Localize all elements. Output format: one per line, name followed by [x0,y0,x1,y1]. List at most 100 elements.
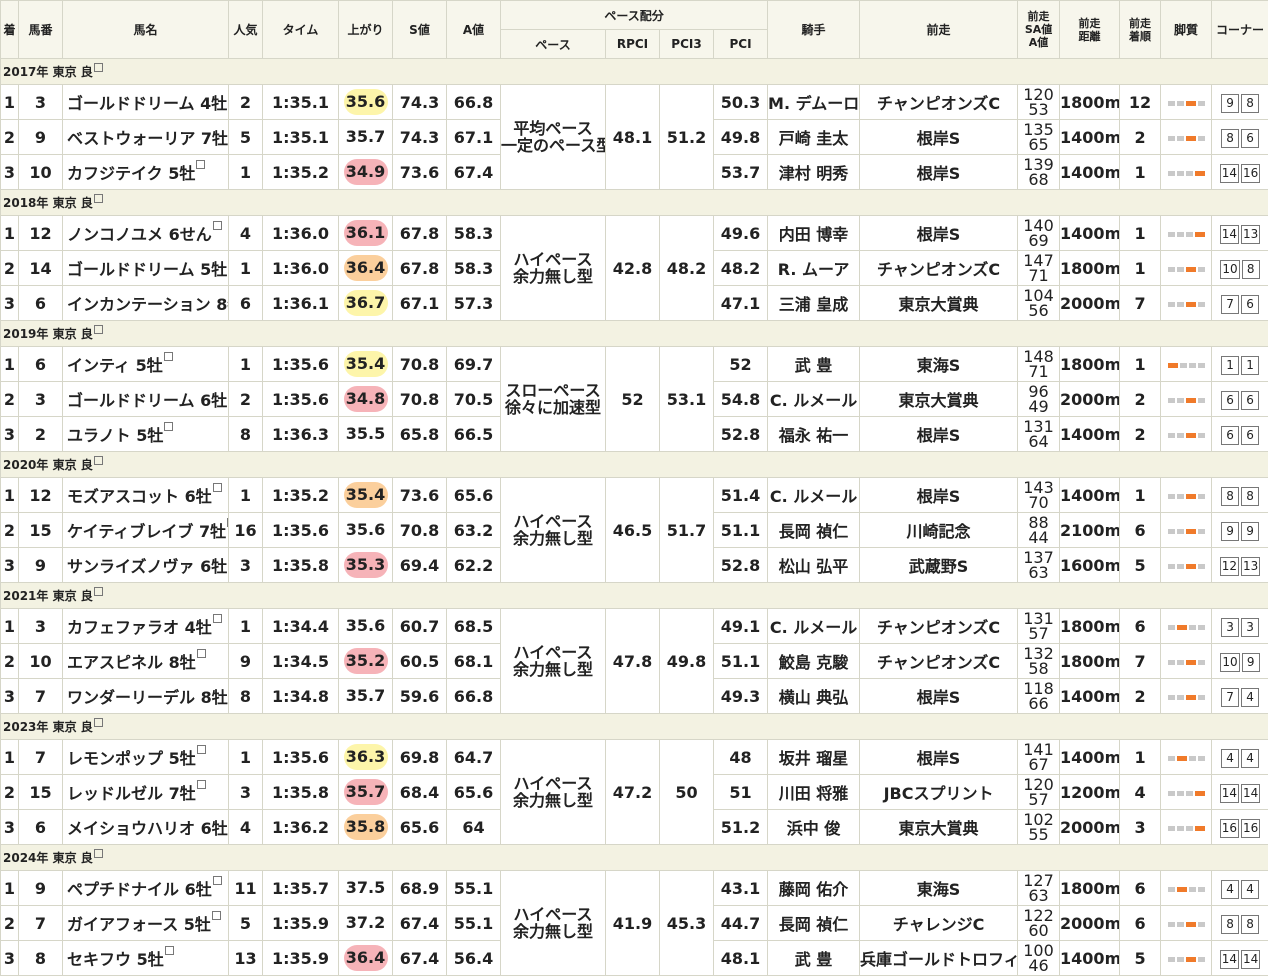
prev-sa: 100 [1023,941,1054,960]
style-slot [1176,100,1184,106]
prev-distance: 1400m [1059,940,1121,976]
horse-name: モズアスコット 6牡 [62,477,229,513]
s-value: 70.8 [392,381,447,417]
a-value: 55.1 [446,870,501,906]
a-value: 55.1 [446,905,501,941]
corner-position: 6 [1241,128,1260,148]
running-style [1160,547,1213,583]
prev-sa-a: 131 64 [1017,416,1061,452]
prev-race: 東海S [859,870,1019,906]
pci: 49.3 [712,678,769,714]
a-value: 67.4 [446,154,501,190]
popularity: 4 [228,809,263,845]
header-cell: RPCI [605,29,660,59]
style-marker [1185,694,1196,700]
horse-number: 7 [18,905,63,941]
a-value: 57.3 [446,285,501,321]
prev-finish: 4 [1119,774,1162,810]
pci: 47.1 [712,285,769,321]
last-3f-value: 36.7 [343,290,388,316]
style-slot [1176,563,1184,569]
header-cell: ペース [500,29,606,59]
style-slot [1176,231,1184,237]
time: 1:35.6 [262,346,339,382]
style-slot [1197,886,1205,892]
header-line: ハイペース [513,250,593,269]
pci: 51 [712,774,769,810]
s-value: 67.8 [392,250,447,286]
style-slot [1197,432,1205,438]
time: 1:35.1 [262,119,339,155]
style-slot [1179,362,1187,368]
last-3f: 35.6 [338,608,393,644]
prev-sa-a: 137 63 [1017,547,1061,583]
link-icon [212,483,222,492]
horse-name: ゴールドドリーム 4牡 [62,84,229,120]
corner-position: 16 [1241,818,1261,838]
prev-finish: 1 [1119,477,1162,513]
pace-type: ハイペース 余力無し型 [500,870,606,976]
horse-number: 9 [18,547,63,583]
last-3f-value: 37.5 [345,878,386,897]
jockey: 藤岡 佑介 [767,870,861,906]
pci: 51.1 [712,512,769,548]
finish: 3 [0,809,19,845]
corners: 14 14 [1211,940,1268,976]
result-row: 1 12 ノンコノユメ 6せん 4 1:36.0 36.1 67.8 58.3 ハイペース 余力無… [0,215,1268,321]
style-slot [1197,135,1205,141]
prev-sa-a: 132 58 [1017,643,1061,679]
result-row: 2 15 ケイティブレイブ 7牡 16 1:35.6 35.6 70.8 63.2 51.1 長岡… [0,512,1268,548]
s-value: 74.3 [392,119,447,155]
time: 1:35.8 [262,547,339,583]
popularity: 3 [228,547,263,583]
running-style [1160,940,1213,976]
style-marker [1185,432,1196,438]
style-marker [1185,528,1196,534]
prev-finish: 5 [1119,940,1162,976]
prev-race: チャンピオンズC [859,84,1019,120]
jockey: C. ルメール [767,477,861,513]
prev-sa: 131 [1023,609,1054,628]
result-row: 3 8 セキフウ 5牡 13 1:35.9 36.4 67.4 56.4 48.1 武 豊兵庫ゴー… [0,940,1268,976]
a-value: 65.6 [446,774,501,810]
prev-a: 56 [1028,301,1049,320]
result-row: 3 2 ユラノト 5牡 8 1:36.3 35.5 65.8 66.5 52.8 福永 祐一 根岸S… [0,416,1268,452]
s-value: 69.4 [392,547,447,583]
style-slot [1188,362,1196,368]
year-text: 2024年 東京 良 [3,851,93,865]
prev-race: 根岸S [859,119,1019,155]
prev-race: チャンピオンズC [859,643,1019,679]
prev-sa-a: 100 46 [1017,940,1061,976]
style-marker [1185,135,1196,141]
link-icon [163,352,173,361]
header-cell: 前走 着順 [1119,0,1162,59]
link-icon [93,325,103,334]
popularity: 1 [228,154,263,190]
pci3: 45.3 [659,870,714,976]
prev-sa-a: 104 56 [1017,285,1061,321]
style-slot [1197,956,1205,962]
link-icon [196,780,206,789]
finish: 3 [0,547,19,583]
s-value: 65.6 [392,809,447,845]
finish: 1 [0,608,19,644]
popularity: 1 [228,250,263,286]
rpci: 42.8 [605,215,660,321]
style-slot [1188,886,1196,892]
finish: 1 [0,870,19,906]
prev-sa-a: 120 53 [1017,84,1061,120]
horse-number: 8 [18,940,63,976]
last-3f: 35.5 [338,416,393,452]
prev-race: チャンピオンズC [859,608,1019,644]
time: 1:35.6 [262,381,339,417]
pci: 49.1 [712,608,769,644]
rpci: 52 [605,346,660,452]
pci3: 49.8 [659,608,714,714]
pci: 51.4 [712,477,769,513]
prev-distance: 1800m [1059,870,1121,906]
last-3f-value: 35.5 [345,424,386,443]
link-icon [164,946,174,955]
